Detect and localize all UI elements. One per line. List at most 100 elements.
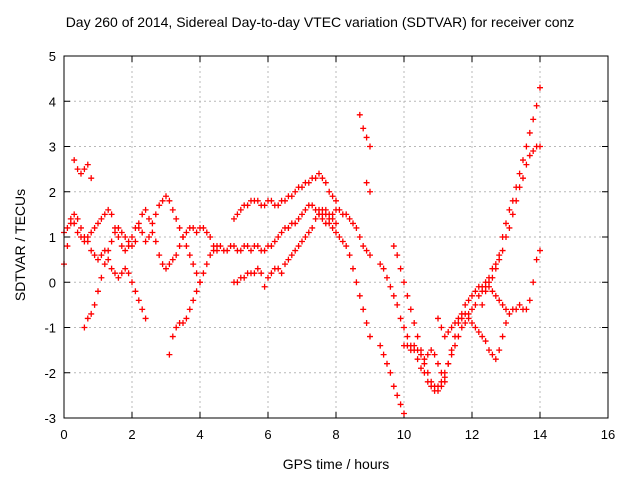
- data-point: [193, 229, 200, 236]
- data-series: [231, 170, 339, 222]
- y-tick-label: -1: [44, 321, 56, 336]
- data-point: [282, 197, 288, 204]
- data-point: [166, 197, 173, 204]
- data-point: [394, 301, 401, 308]
- data-point: [156, 202, 163, 209]
- data-point: [418, 365, 424, 372]
- data-point: [377, 342, 384, 349]
- data-point: [67, 215, 74, 222]
- data-point: [139, 211, 146, 218]
- data-point: [533, 102, 540, 109]
- x-tick-label: 6: [264, 427, 271, 442]
- y-tick-label: -2: [44, 366, 56, 381]
- data-point: [142, 206, 149, 213]
- data-point: [234, 279, 241, 286]
- data-point: [424, 351, 431, 358]
- data-point: [159, 261, 166, 268]
- data-point: [438, 369, 445, 376]
- data-point: [166, 261, 173, 268]
- data-series: [356, 111, 373, 150]
- data-point: [377, 261, 384, 268]
- data-point: [353, 224, 360, 231]
- data-point: [346, 252, 353, 259]
- data-point: [537, 143, 543, 150]
- data-point: [78, 170, 84, 177]
- data-point: [506, 310, 513, 317]
- data-point: [356, 234, 363, 240]
- data-point: [254, 265, 261, 272]
- data-point: [394, 252, 401, 259]
- data-point: [169, 333, 176, 340]
- data-point: [261, 283, 268, 290]
- data-point: [390, 383, 397, 390]
- data-point: [193, 270, 200, 277]
- data-point: [489, 288, 496, 295]
- data-point: [513, 306, 520, 313]
- data-point: [414, 347, 421, 354]
- data-point: [169, 206, 176, 213]
- data-point: [401, 279, 407, 286]
- data-point: [407, 347, 414, 354]
- data-point: [462, 319, 469, 326]
- data-point: [95, 288, 101, 295]
- data-point: [115, 234, 122, 240]
- y-tick-label: 5: [49, 49, 56, 64]
- data-point: [125, 270, 132, 277]
- data-point: [397, 401, 404, 408]
- data-point: [475, 292, 482, 299]
- data-point: [360, 125, 367, 132]
- data-point: [496, 347, 503, 354]
- data-point: [207, 234, 214, 240]
- data-point: [139, 306, 146, 313]
- data-point: [458, 315, 465, 322]
- data-point: [316, 170, 322, 177]
- data-point: [261, 247, 268, 254]
- data-point: [129, 234, 135, 240]
- data-point: [135, 220, 142, 227]
- y-tick-label: 3: [49, 140, 56, 155]
- data-point: [244, 202, 251, 209]
- data-point: [516, 184, 523, 191]
- data-point: [200, 270, 207, 277]
- data-point: [288, 252, 295, 259]
- x-tick-label: 10: [397, 427, 411, 442]
- data-point: [367, 252, 373, 259]
- data-point: [469, 306, 475, 313]
- data-point: [105, 247, 112, 254]
- x-tick-label: 0: [60, 427, 67, 442]
- data-point: [343, 243, 350, 250]
- data-point: [431, 383, 438, 390]
- data-point: [503, 234, 509, 240]
- y-tick-label: 4: [49, 94, 56, 109]
- data-point: [489, 351, 496, 358]
- x-tick-label: 12: [465, 427, 479, 442]
- data-point: [360, 243, 367, 250]
- data-point: [299, 238, 305, 245]
- data-point: [435, 387, 441, 394]
- data-point: [224, 247, 231, 254]
- data-point: [237, 206, 244, 213]
- data-point: [132, 224, 139, 231]
- data-point: [384, 274, 390, 281]
- data-point: [84, 315, 91, 322]
- data-point: [445, 360, 452, 367]
- data-point: [132, 238, 139, 245]
- data-point: [163, 193, 169, 200]
- data-point: [292, 188, 299, 195]
- data-point: [244, 243, 251, 250]
- data-point: [64, 243, 71, 250]
- data-point: [251, 270, 258, 277]
- data-point: [482, 288, 489, 295]
- data-point: [88, 175, 95, 182]
- data-point: [190, 261, 197, 268]
- data-point: [441, 333, 448, 340]
- x-tick-label: 16: [601, 427, 615, 442]
- data-point: [503, 306, 509, 313]
- data-point: [74, 229, 81, 236]
- data-point: [401, 324, 407, 331]
- data-point: [305, 229, 312, 236]
- data-point: [503, 319, 509, 326]
- data-point: [360, 306, 367, 313]
- data-point: [275, 202, 282, 209]
